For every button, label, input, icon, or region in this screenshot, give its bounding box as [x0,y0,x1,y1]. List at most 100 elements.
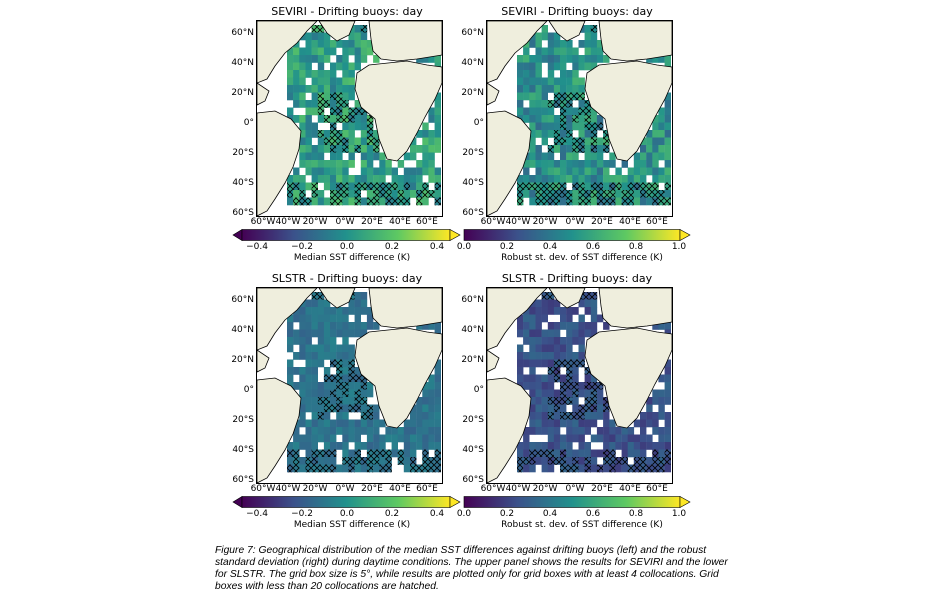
grid-cell [566,175,573,183]
grid-cell [664,427,671,435]
grid-cell [560,175,567,183]
grid-cell [553,434,561,443]
grid-cell [342,359,349,368]
grid-cell [517,77,524,86]
hatched-cell [422,457,429,465]
hatched-cell [603,449,610,458]
grid-cell [336,62,343,71]
grid-cell [354,442,361,450]
grid-cell [541,382,548,390]
lat-tick-label: 0° [243,118,254,128]
grid-cell [652,322,659,330]
colorbar-extend-right [449,496,461,508]
hatched-cell [627,197,635,206]
grid-cell [299,70,306,78]
hatched-cell [360,374,368,383]
grid-cell [403,427,411,435]
hatched-cell [336,367,343,375]
grid-cell [560,322,567,330]
grid-cell [535,307,542,315]
grid-cell [658,167,665,176]
hatched-cell [348,464,355,473]
hatched-cell [547,197,555,206]
grid-cell [523,329,530,338]
grid-cell [578,85,585,93]
grid-cell [535,314,542,323]
grid-cell [354,307,361,315]
grid-cell [566,434,573,443]
hatched-cell [572,412,579,420]
grid-cell [360,160,368,168]
grid-cell [428,412,435,420]
hatched-cell [336,382,343,390]
grid-cell [311,47,318,56]
grid-cell [323,434,331,443]
grid-cell [547,337,555,345]
grid-cell [535,62,542,71]
grid-cell [541,389,548,398]
grid-cell [305,397,312,405]
grid-cell [305,314,312,323]
grid-cell [615,190,622,198]
grid-cell [373,419,380,428]
grid-cell [560,344,567,353]
lat-tick-label: 20°N [231,88,254,98]
grid-cell [299,62,306,71]
grid-cell [360,329,368,338]
grid-cell [434,100,441,108]
grid-cell [553,85,561,93]
grid-cell [416,412,423,420]
grid-cell [299,314,306,323]
grid-cell [664,152,671,161]
grid-cell [572,404,579,413]
grid-cell [360,47,368,56]
grid-cell [336,344,343,353]
hatched-cell [590,292,598,300]
hatched-cell [287,182,294,191]
colorbar-tick-label: −0.4 [246,242,268,252]
grid-cell [428,427,435,435]
grid-cell [348,160,355,168]
grid-cell [590,55,598,63]
hatched-cell [517,464,524,473]
grid-cell [299,337,306,345]
grid-cell [640,175,647,183]
grid-cell [578,352,585,360]
hatched-cell [553,359,561,368]
grid-cell [590,115,598,123]
grid-cell [311,382,318,390]
grid-cell [299,92,306,101]
grid-cell [627,167,635,176]
grid-cell [366,160,374,168]
grid-cell [336,464,343,473]
land-mass [257,82,270,106]
hatched-cell [354,389,361,398]
colorbar-tick-label: 0.4 [429,242,445,252]
grid-cell [428,167,435,176]
grid-cell [391,434,398,443]
grid-cell [566,322,573,330]
hatched-cell [317,292,325,300]
hatched-cell [434,464,441,473]
grid-cell [360,464,368,473]
map-panel: SLSTR - Drifting buoys: day 60°N 40°N 20°N… [457,272,702,530]
grid-cell [287,337,294,345]
land-mass [318,21,356,42]
grid-cell [422,427,429,435]
grid-cell [348,307,355,315]
colorbar [463,496,691,508]
grid-cell [360,404,368,413]
lat-tick-label: 20°N [231,355,254,365]
grid-cell [547,130,555,138]
hatched-cell [578,404,585,413]
lon-tick-label: 60°W [480,484,506,494]
grid-cell [305,122,312,131]
grid-cell [360,122,368,131]
colorbar-tick-label: 0.2 [384,242,400,252]
grid-cell [640,434,647,443]
grid-cell [541,152,548,161]
grid-cell [535,329,542,338]
hatched-cell [547,457,555,465]
grid-cell [366,382,374,390]
grid-cell [547,427,555,435]
